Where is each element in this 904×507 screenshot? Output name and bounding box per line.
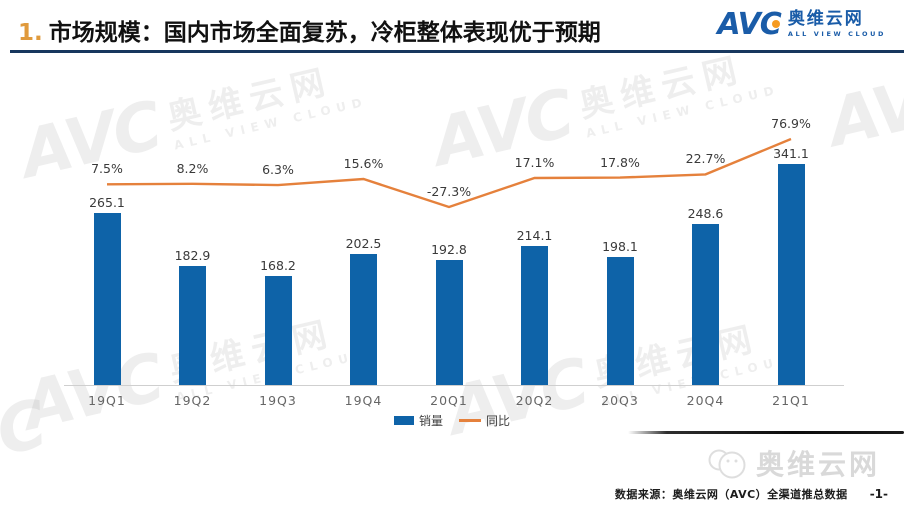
wechat-brand-block: 奥维云网	[706, 443, 880, 483]
sales-bar	[93, 213, 121, 385]
bar-value-label: 168.2	[260, 258, 296, 273]
x-tick-label: 19Q2	[173, 393, 212, 408]
x-tick-label: 19Q3	[259, 393, 297, 408]
bar-value-label: 202.5	[345, 236, 382, 251]
sales-bar	[435, 260, 463, 385]
sales-bar	[179, 266, 206, 385]
x-tick-label: 21Q1	[772, 393, 810, 408]
sales-bar	[350, 254, 377, 385]
header-divider	[10, 50, 904, 53]
footer-source-row: 数据来源：奥维云网（AVC）全渠道推总数据 -1-	[615, 486, 888, 502]
bar-value-label: 192.8	[431, 242, 467, 257]
yoy-value-label: 22.7%	[685, 151, 726, 166]
yoy-value-label: 17.1%	[514, 155, 555, 170]
slide-header: 1. 市场规模：国内市场全面复苏，冷柜整体表现优于预期 AVC 奥维云网 ALL …	[0, 0, 904, 53]
logo-name-cn: 奥维云网	[787, 9, 864, 30]
sales-bar	[264, 276, 292, 385]
x-axis-line	[64, 385, 844, 386]
bar-value-label: 214.1	[516, 228, 553, 243]
line-swatch-icon	[459, 419, 481, 422]
yoy-value-label: 76.9%	[771, 116, 811, 131]
wechat-account-name: 奥维云网	[755, 448, 880, 481]
title-text: 市场规模：国内市场全面复苏，冷柜整体表现优于预期	[48, 20, 601, 46]
section-number: 1.	[18, 20, 43, 46]
sales-bar	[777, 164, 805, 385]
bar-value-label: 198.1	[602, 239, 638, 254]
sales-bar	[521, 246, 548, 385]
page-title: 1. 市场规模：国内市场全面复苏，冷柜整体表现优于预期	[18, 13, 601, 47]
x-tick-label: 19Q4	[344, 393, 383, 408]
x-tick-label: 20Q1	[430, 393, 468, 408]
legend-label-yoy: 同比	[486, 414, 511, 428]
yoy-value-label: 7.5%	[91, 161, 123, 176]
chart-legend: 销量 同比	[0, 412, 904, 429]
wechat-icon	[708, 449, 746, 479]
data-source-note: 数据来源：奥维云网（AVC）全渠道推总数据	[614, 488, 848, 501]
bar-value-label: 341.1	[773, 146, 809, 161]
sales-bar	[606, 257, 634, 385]
sales-bar	[692, 224, 719, 385]
footer-brush-divider	[628, 431, 904, 434]
logo-orange-dot-icon	[771, 20, 780, 28]
legend-item-sales: 销量	[393, 412, 443, 429]
yoy-value-label: -27.3%	[426, 184, 472, 199]
bar-swatch-icon	[393, 416, 414, 425]
bar-value-label: 265.1	[89, 195, 125, 210]
logo-name-en: ALL VIEW CLOUD	[787, 30, 886, 39]
x-tick-label: 19Q1	[88, 393, 126, 408]
yoy-value-label: 17.8%	[600, 155, 640, 170]
legend-label-sales: 销量	[418, 414, 443, 428]
avc-logo-text: AVC	[717, 7, 781, 42]
avc-logo: AVC 奥维云网 ALL VIEW CLOUD	[717, 7, 886, 42]
x-tick-label: 20Q4	[686, 393, 725, 408]
bar-value-label: 248.6	[687, 206, 724, 221]
bar-value-label: 182.9	[174, 248, 211, 263]
x-tick-label: 20Q3	[601, 393, 639, 408]
yoy-value-label: 6.3%	[262, 162, 294, 177]
yoy-value-label: 15.6%	[343, 156, 384, 171]
yoy-value-label: 8.2%	[176, 161, 209, 176]
x-tick-label: 20Q2	[515, 393, 554, 408]
page-number: -1-	[869, 487, 888, 501]
legend-item-yoy: 同比	[459, 412, 510, 429]
